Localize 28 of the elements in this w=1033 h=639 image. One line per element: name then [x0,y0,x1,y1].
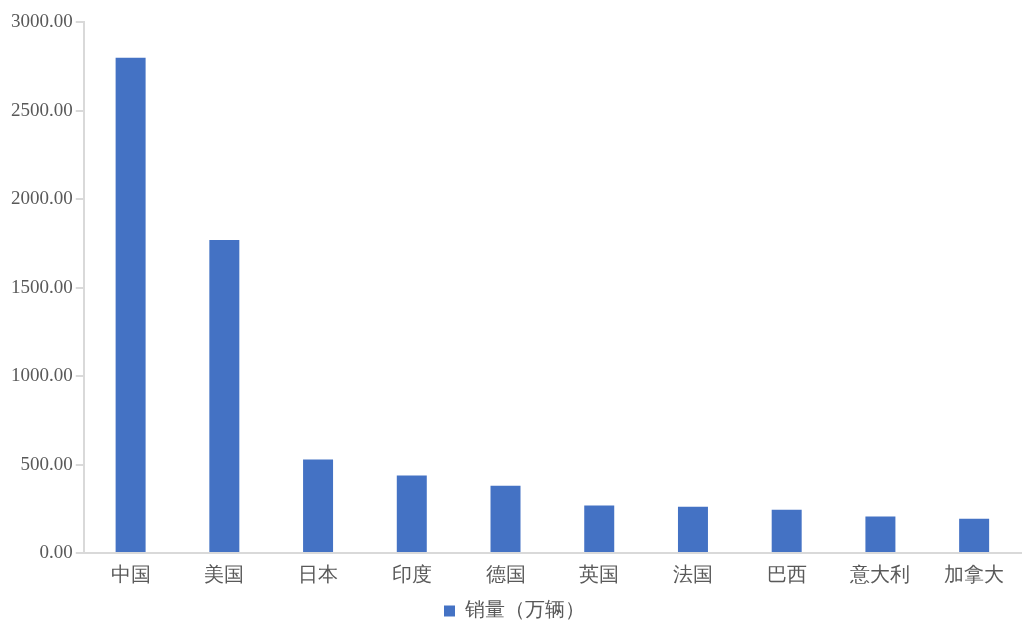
y-tick-label: 2500.00 [11,98,73,120]
bar [584,505,615,552]
x-tick-label: 德国 [485,562,526,587]
x-tick-label: 美国 [204,562,245,587]
legend-label: 销量（万辆） [464,597,585,622]
x-tick-label: 意大利 [849,562,911,587]
x-tick-label: 日本 [298,562,339,587]
y-tick-label: 0.00 [39,540,73,562]
bar [115,57,146,552]
bar [490,485,521,552]
bar [209,239,240,552]
bar [865,516,896,552]
y-tick-label: 1500.00 [11,275,73,297]
x-tick-label: 加拿大 [944,562,1005,587]
bar [303,459,334,552]
y-tick-label: 1000.00 [11,364,73,386]
x-tick-label: 巴西 [766,562,807,587]
y-tick-label: 2000.00 [11,187,73,209]
x-tick-label: 英国 [579,562,620,587]
y-tick-label: 500.00 [20,452,73,474]
y-tick-label: 3000.00 [11,10,73,32]
x-tick-label: 中国 [110,562,151,587]
bar [396,475,427,552]
x-tick-label: 印度 [391,562,432,587]
bar [677,506,708,552]
x-tick-label: 法国 [672,562,713,587]
bar [771,509,802,552]
bar [959,518,990,552]
